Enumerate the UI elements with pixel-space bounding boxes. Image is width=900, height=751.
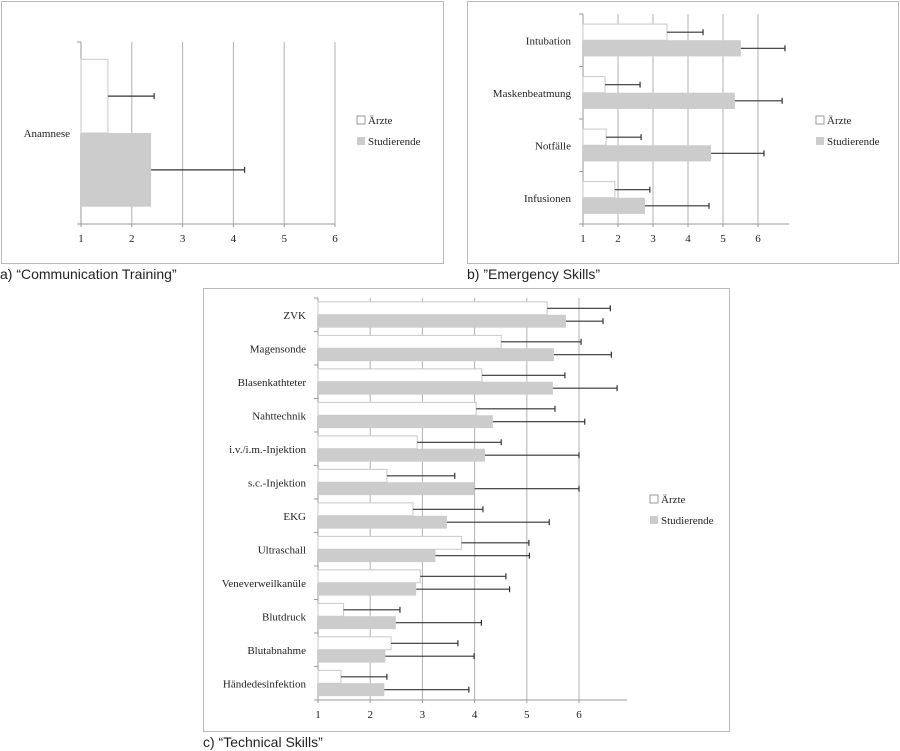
bar-studierende xyxy=(318,482,475,496)
bar-studierende xyxy=(318,448,486,462)
category-label: Veneverweilkanüle xyxy=(222,578,306,590)
legend-swatch-studierende xyxy=(357,137,365,145)
category-label: Händedesinfektion xyxy=(223,678,307,690)
category-label: Maskenbeatmung xyxy=(493,88,572,100)
x-tick-label: 2 xyxy=(129,233,135,245)
category-label: Magensonde xyxy=(250,343,306,355)
x-tick-label: 4 xyxy=(472,709,478,721)
bar-studierende xyxy=(318,582,417,596)
x-tick-label: 4 xyxy=(685,233,691,245)
chart-frame-technical-skills xyxy=(203,288,730,732)
bar-aerzte xyxy=(317,569,421,584)
bar-studierende xyxy=(583,40,741,57)
bar-aerzte xyxy=(317,368,483,383)
category-label: Infusionen xyxy=(524,193,572,205)
bar-aerzte xyxy=(317,636,392,651)
bar-studierende xyxy=(583,92,735,109)
legend-swatch-studierende xyxy=(650,516,658,524)
x-tick-label: 1 xyxy=(315,709,321,721)
chart-frame-communication-training xyxy=(1,1,444,264)
bar-studierende xyxy=(318,348,554,362)
caption-emergency-skills: b) ”Emergency Skills” xyxy=(467,266,601,282)
category-label: Notfälle xyxy=(535,140,571,152)
bar-aerzte xyxy=(317,602,345,617)
x-tick-label: 4 xyxy=(231,233,237,245)
legend-label-aerzte: Ärzte xyxy=(827,115,852,127)
x-tick-label: 3 xyxy=(180,233,186,245)
category-label: Nahttechnik xyxy=(252,410,306,422)
category-label: s.c.-Injektion xyxy=(248,477,307,489)
legend-label-studierende: Studierende xyxy=(661,515,714,527)
x-tick-label: 3 xyxy=(420,709,426,721)
legend-swatch-aerzte xyxy=(356,115,366,125)
bar-aerzte xyxy=(317,535,463,550)
bar-aerzte xyxy=(582,23,668,41)
bar-studierende xyxy=(583,197,645,214)
x-tick-label: 2 xyxy=(367,709,373,721)
bar-aerzte xyxy=(317,334,502,349)
category-label: Blasenkathteter xyxy=(238,377,307,389)
bar-aerzte xyxy=(317,669,342,684)
bar-studierende xyxy=(318,415,493,429)
x-tick-label: 6 xyxy=(332,233,338,245)
bar-studierende xyxy=(81,133,152,207)
bar-aerzte xyxy=(317,435,418,450)
x-tick-label: 3 xyxy=(650,233,656,245)
category-label: ZVK xyxy=(283,310,306,322)
x-tick-label: 6 xyxy=(576,709,582,721)
x-tick-label: 1 xyxy=(580,233,586,245)
legend-label-studierende: Studierende xyxy=(827,136,880,148)
category-label: i.v./i.m.-Injektion xyxy=(229,444,306,456)
bar-studierende xyxy=(318,649,386,663)
bar-aerzte xyxy=(582,128,607,146)
legend-swatch-aerzte xyxy=(649,494,659,504)
bar-aerzte xyxy=(317,301,548,316)
bar-aerzte xyxy=(317,468,388,483)
x-tick-label: 5 xyxy=(281,233,287,245)
legend-label-studierende: Studierende xyxy=(368,136,421,148)
legend-label-aerzte: Ärzte xyxy=(368,115,393,127)
bar-studierende xyxy=(318,515,447,529)
x-tick-label: 1 xyxy=(78,233,84,245)
bar-studierende xyxy=(318,616,396,630)
category-label: EKG xyxy=(283,511,306,523)
legend-swatch-aerzte xyxy=(815,115,825,125)
category-label: Anamnese xyxy=(24,128,71,140)
x-tick-label: 5 xyxy=(524,709,530,721)
bar-studierende xyxy=(318,314,566,328)
legend-swatch-studierende xyxy=(816,137,824,145)
x-tick-label: 6 xyxy=(755,233,761,245)
bar-studierende xyxy=(583,145,712,162)
bar-aerzte xyxy=(317,502,414,517)
x-tick-label: 5 xyxy=(720,233,726,245)
bar-studierende xyxy=(318,683,385,697)
bar-aerzte xyxy=(582,181,616,199)
category-label: Intubation xyxy=(526,35,572,47)
legend-label-aerzte: Ärzte xyxy=(661,494,686,506)
bar-studierende xyxy=(318,549,436,563)
category-label: Ultraschall xyxy=(258,544,306,556)
bar-aerzte xyxy=(582,76,606,94)
x-tick-label: 2 xyxy=(615,233,621,245)
category-label: Blutabnahme xyxy=(247,645,306,657)
category-label: Blutdruck xyxy=(262,611,306,623)
caption-technical-skills: c) “Technical Skills” xyxy=(203,734,323,750)
bar-aerzte xyxy=(80,58,109,134)
bar-studierende xyxy=(318,381,553,395)
bar-aerzte xyxy=(317,401,477,416)
caption-communication-training: a) “Communication Training” xyxy=(0,266,177,282)
